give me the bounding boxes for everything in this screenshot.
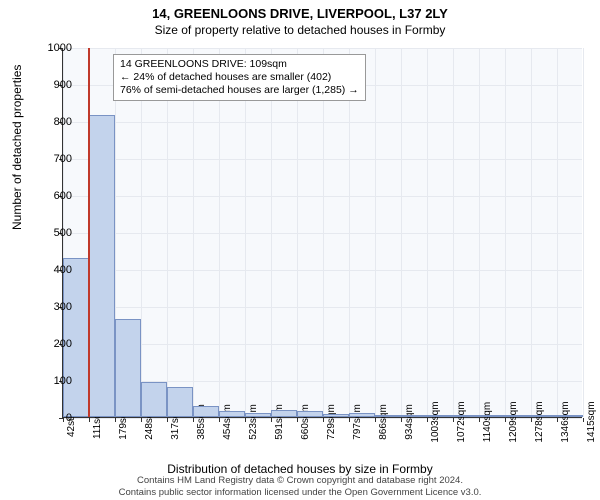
histogram-bar xyxy=(349,413,375,417)
histogram-bar xyxy=(479,415,505,417)
page-title: 14, GREENLOONS DRIVE, LIVERPOOL, L37 2LY xyxy=(0,0,600,21)
gridline-v xyxy=(401,48,402,417)
histogram-bar xyxy=(141,382,167,417)
xtick-mark xyxy=(193,418,194,422)
histogram-bar xyxy=(323,414,349,417)
histogram-bar xyxy=(427,415,453,417)
gridline-v xyxy=(245,48,246,417)
y-axis-label: Number of detached properties xyxy=(10,65,24,230)
histogram-bar xyxy=(219,411,245,417)
ytick-label: 800 xyxy=(32,116,72,128)
histogram-bar xyxy=(375,415,401,417)
gridline-v xyxy=(167,48,168,417)
annotation-box: 14 GREENLOONS DRIVE: 109sqm← 24% of deta… xyxy=(113,54,366,101)
gridline-v xyxy=(427,48,428,417)
ytick-label: 300 xyxy=(32,301,72,313)
xtick-mark xyxy=(245,418,246,422)
xtick-label: 1140sqm xyxy=(482,402,493,442)
gridline-v xyxy=(297,48,298,417)
xtick-mark xyxy=(479,418,480,422)
xtick-label: 1415sqm xyxy=(586,401,597,442)
xtick-label: 797sqm xyxy=(352,404,363,440)
gridline-v xyxy=(505,48,506,417)
gridline-v xyxy=(323,48,324,417)
ytick-label: 0 xyxy=(32,412,72,424)
gridline-v xyxy=(141,48,142,417)
histogram-bar xyxy=(245,413,271,417)
xtick-label: 523sqm xyxy=(248,404,259,440)
xtick-mark xyxy=(453,418,454,422)
xtick-mark xyxy=(297,418,298,422)
xtick-mark xyxy=(505,418,506,422)
histogram-bar xyxy=(453,415,479,417)
xtick-label: 1346sqm xyxy=(560,401,571,442)
xtick-mark xyxy=(375,418,376,422)
gridline-v xyxy=(219,48,220,417)
xtick-mark xyxy=(167,418,168,422)
xtick-mark xyxy=(323,418,324,422)
xtick-label: 1072sqm xyxy=(456,401,467,442)
ytick-label: 900 xyxy=(32,79,72,91)
xtick-label: 934sqm xyxy=(404,404,415,440)
property-marker-line xyxy=(88,48,90,417)
gridline-v xyxy=(583,48,584,417)
ytick-label: 400 xyxy=(32,264,72,276)
gridline-v xyxy=(479,48,480,417)
histogram-bar xyxy=(193,406,219,417)
xtick-mark xyxy=(89,418,90,422)
gridline-v xyxy=(453,48,454,417)
annotation-line: 76% of semi-detached houses are larger (… xyxy=(120,84,359,97)
xtick-mark xyxy=(427,418,428,422)
histogram-bar xyxy=(167,387,193,417)
annotation-line: ← 24% of detached houses are smaller (40… xyxy=(120,71,359,84)
ytick-label: 1000 xyxy=(32,42,72,54)
xtick-mark xyxy=(557,418,558,422)
xtick-label: 866sqm xyxy=(378,404,389,440)
histogram-bar xyxy=(115,319,141,417)
xtick-mark xyxy=(583,418,584,422)
histogram-bar xyxy=(557,415,583,417)
xtick-mark xyxy=(219,418,220,422)
ytick-label: 100 xyxy=(32,375,72,387)
plot-region: 42sqm111sqm179sqm248sqm317sqm385sqm454sq… xyxy=(62,48,582,418)
gridline-v xyxy=(557,48,558,417)
xtick-label: 660sqm xyxy=(300,404,311,440)
gridline-v xyxy=(349,48,350,417)
xtick-label: 1278sqm xyxy=(534,401,545,442)
histogram-bar xyxy=(505,415,531,417)
xtick-mark xyxy=(531,418,532,422)
gridline-v xyxy=(375,48,376,417)
histogram-bar xyxy=(271,410,297,417)
xtick-label: 454sqm xyxy=(222,404,233,440)
xtick-mark xyxy=(271,418,272,422)
gridline-v xyxy=(193,48,194,417)
ytick-label: 600 xyxy=(32,190,72,202)
ytick-label: 500 xyxy=(32,227,72,239)
attribution-footer: Contains HM Land Registry data © Crown c… xyxy=(0,475,600,498)
footer-line-1: Contains HM Land Registry data © Crown c… xyxy=(0,475,600,486)
xtick-label: 729sqm xyxy=(326,404,337,440)
xtick-mark xyxy=(115,418,116,422)
histogram-bar xyxy=(89,115,115,417)
ytick-label: 700 xyxy=(32,153,72,165)
footer-line-2: Contains public sector information licen… xyxy=(0,487,600,498)
chart-area: 42sqm111sqm179sqm248sqm317sqm385sqm454sq… xyxy=(62,48,582,418)
histogram-bar xyxy=(401,415,427,417)
x-axis-label: Distribution of detached houses by size … xyxy=(0,462,600,476)
chart-container: 14, GREENLOONS DRIVE, LIVERPOOL, L37 2LY… xyxy=(0,0,600,500)
xtick-mark xyxy=(349,418,350,422)
xtick-label: 1209sqm xyxy=(508,401,519,442)
gridline-v xyxy=(271,48,272,417)
xtick-mark xyxy=(141,418,142,422)
histogram-bar xyxy=(297,411,323,417)
xtick-label: 1003sqm xyxy=(430,401,441,442)
xtick-mark xyxy=(401,418,402,422)
ytick-label: 200 xyxy=(32,338,72,350)
gridline-v xyxy=(531,48,532,417)
histogram-bar xyxy=(531,415,557,417)
annotation-line: 14 GREENLOONS DRIVE: 109sqm xyxy=(120,58,359,71)
page-subtitle: Size of property relative to detached ho… xyxy=(0,21,600,41)
